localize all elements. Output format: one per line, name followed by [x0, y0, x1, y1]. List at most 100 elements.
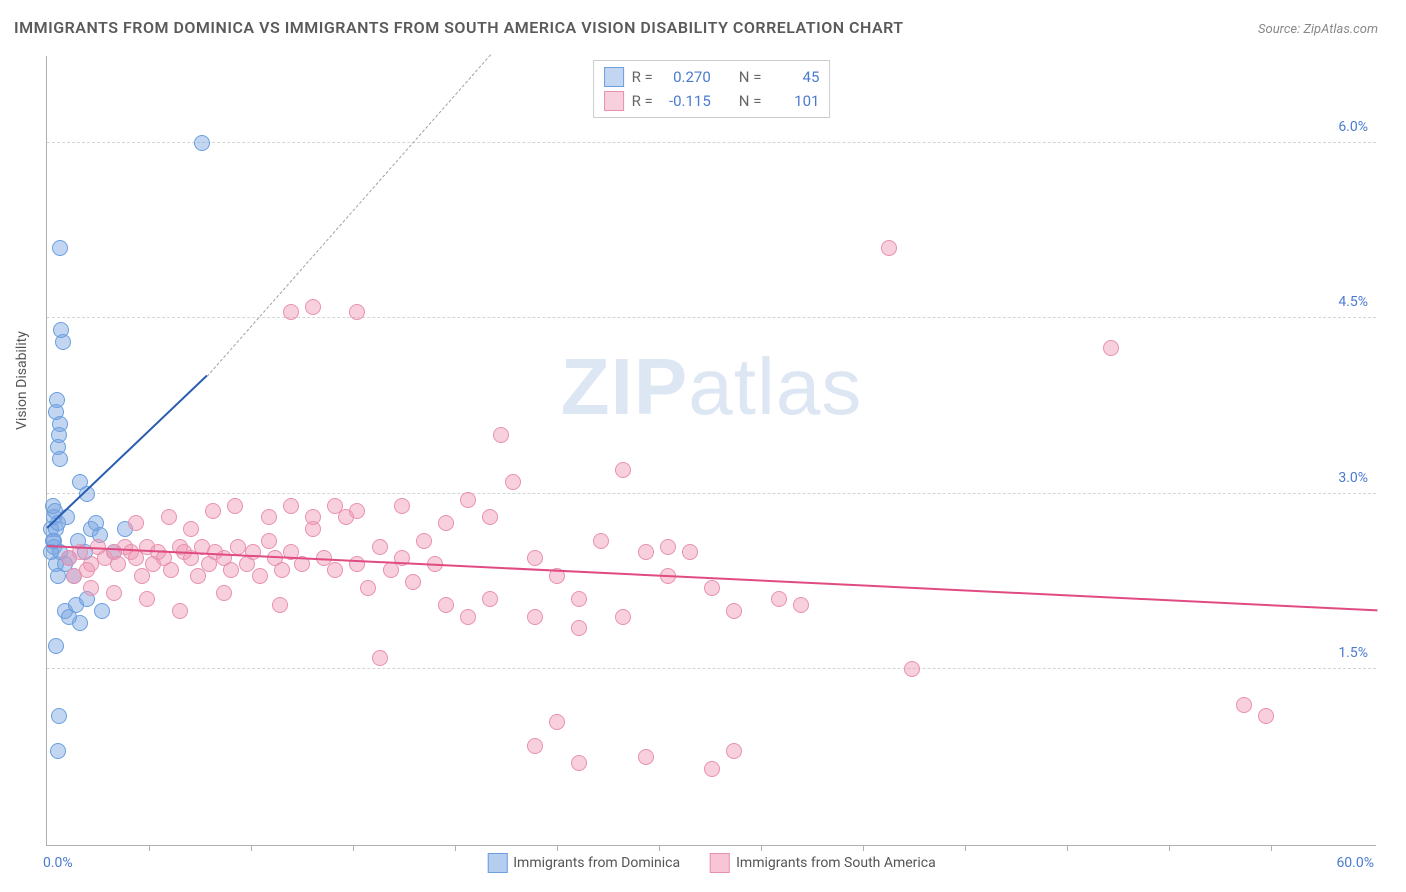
data-point — [305, 509, 321, 525]
x-tick — [149, 845, 150, 851]
stats-row: R = 0.270 N = 45 — [604, 65, 820, 89]
data-point — [726, 743, 742, 759]
gridline — [47, 493, 1376, 494]
data-point — [460, 492, 476, 508]
data-point — [223, 562, 239, 578]
data-point — [571, 755, 587, 771]
x-tick — [1271, 845, 1272, 851]
gridline — [47, 317, 1376, 318]
x-tick — [659, 845, 660, 851]
data-point — [349, 304, 365, 320]
data-point — [349, 503, 365, 519]
n-value: 45 — [769, 68, 819, 86]
x-tick — [1169, 845, 1170, 851]
r-value: 0.270 — [661, 68, 711, 86]
data-point — [128, 515, 144, 531]
r-label: R = — [632, 68, 653, 86]
x-max-label: 60.0% — [1336, 855, 1374, 871]
legend-swatch — [487, 853, 507, 873]
data-point — [83, 580, 99, 596]
data-point — [704, 761, 720, 777]
gridline — [47, 668, 1376, 669]
data-point — [245, 544, 261, 560]
data-point — [283, 498, 299, 514]
trend-line — [46, 375, 207, 529]
n-label: N = — [739, 68, 762, 86]
data-point — [493, 427, 509, 443]
chart-title: IMMIGRANTS FROM DOMINICA VS IMMIGRANTS F… — [14, 18, 904, 37]
data-point — [638, 749, 654, 765]
data-point — [305, 299, 321, 315]
source-link[interactable]: ZipAtlas.com — [1303, 22, 1378, 37]
data-point — [1103, 340, 1119, 356]
data-point — [327, 562, 343, 578]
data-point — [360, 580, 376, 596]
chart-plot-area: ZIPatlas R =0.270N =45R =-0.115N =101 Im… — [46, 56, 1376, 846]
x-tick — [1067, 845, 1068, 851]
data-point — [527, 738, 543, 754]
data-point — [216, 585, 232, 601]
data-point — [110, 556, 126, 572]
data-point — [771, 591, 787, 607]
data-point — [881, 240, 897, 256]
data-point — [227, 498, 243, 514]
series-swatch — [604, 67, 624, 87]
data-point — [161, 509, 177, 525]
data-point — [527, 550, 543, 566]
data-point — [682, 544, 698, 560]
n-label: N = — [739, 92, 762, 110]
x-tick — [251, 845, 252, 851]
data-point — [394, 498, 410, 514]
data-point — [482, 509, 498, 525]
data-point — [94, 603, 110, 619]
trend-line — [47, 545, 1377, 611]
x-tick — [557, 845, 558, 851]
data-point — [53, 322, 69, 338]
data-point — [72, 615, 88, 631]
data-point — [79, 562, 95, 578]
data-point — [261, 533, 277, 549]
data-point — [615, 609, 631, 625]
stats-row: R = -0.115 N = 101 — [604, 89, 820, 113]
y-tick-label: 4.5% — [1338, 294, 1368, 310]
x-min-label: 0.0% — [43, 855, 73, 871]
data-point — [51, 708, 67, 724]
n-value: 101 — [769, 92, 819, 110]
r-label: R = — [632, 92, 653, 110]
x-tick — [455, 845, 456, 851]
data-point — [261, 509, 277, 525]
data-point — [405, 574, 421, 590]
data-point — [726, 603, 742, 619]
data-point — [571, 591, 587, 607]
data-point — [482, 591, 498, 607]
y-tick-label: 6.0% — [1338, 119, 1368, 135]
x-tick — [761, 845, 762, 851]
data-point — [593, 533, 609, 549]
data-point — [139, 591, 155, 607]
y-tick-label: 1.5% — [1338, 645, 1368, 661]
data-point — [904, 661, 920, 677]
r-value: -0.115 — [661, 92, 711, 110]
data-point — [274, 562, 290, 578]
y-axis-label: Vision Disability — [14, 331, 30, 430]
data-point — [615, 462, 631, 478]
correlation-stats-box: R = 0.270 N = 45 R = -0.115 N = 101 — [593, 60, 831, 118]
legend-swatch — [710, 853, 730, 873]
data-point — [106, 585, 122, 601]
data-point — [793, 597, 809, 613]
data-point — [460, 609, 476, 625]
data-point — [416, 533, 432, 549]
x-tick — [965, 845, 966, 851]
data-point — [549, 714, 565, 730]
data-point — [52, 240, 68, 256]
data-point — [660, 539, 676, 555]
x-tick — [863, 845, 864, 851]
data-point — [194, 135, 210, 151]
data-point — [183, 521, 199, 537]
data-point — [505, 474, 521, 490]
data-point — [163, 562, 179, 578]
data-point — [704, 580, 720, 596]
source-prefix: Source: — [1258, 22, 1303, 37]
watermark-thin: atlas — [688, 342, 862, 431]
series-swatch — [604, 91, 624, 111]
